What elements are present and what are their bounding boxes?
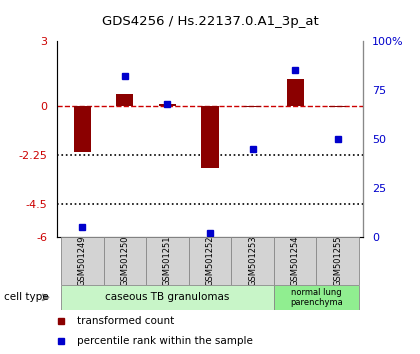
- Text: transformed count: transformed count: [77, 316, 175, 326]
- Bar: [274, 285, 359, 310]
- Text: GSM501250: GSM501250: [121, 236, 129, 286]
- Bar: [316, 237, 359, 285]
- Bar: [329, 106, 346, 107]
- Bar: [74, 106, 91, 152]
- Bar: [61, 237, 104, 285]
- Text: normal lung
parenchyma: normal lung parenchyma: [290, 288, 343, 307]
- Bar: [159, 104, 176, 106]
- Bar: [146, 237, 189, 285]
- Bar: [61, 285, 274, 310]
- Text: GDS4256 / Hs.22137.0.A1_3p_at: GDS4256 / Hs.22137.0.A1_3p_at: [102, 15, 318, 28]
- Text: GSM501254: GSM501254: [291, 236, 299, 286]
- Bar: [104, 237, 146, 285]
- Bar: [274, 237, 316, 285]
- Bar: [287, 79, 304, 106]
- Bar: [231, 237, 274, 285]
- Text: cell type: cell type: [4, 292, 49, 302]
- Text: GSM501253: GSM501253: [248, 236, 257, 286]
- Text: GSM501252: GSM501252: [205, 236, 215, 286]
- Text: percentile rank within the sample: percentile rank within the sample: [77, 336, 253, 346]
- Bar: [116, 94, 134, 106]
- Text: GSM501255: GSM501255: [333, 236, 342, 286]
- Text: GSM501249: GSM501249: [78, 236, 87, 286]
- Bar: [189, 237, 231, 285]
- Text: caseous TB granulomas: caseous TB granulomas: [105, 292, 230, 302]
- Bar: [244, 106, 261, 107]
- Text: GSM501251: GSM501251: [163, 236, 172, 286]
- Bar: [202, 106, 218, 169]
